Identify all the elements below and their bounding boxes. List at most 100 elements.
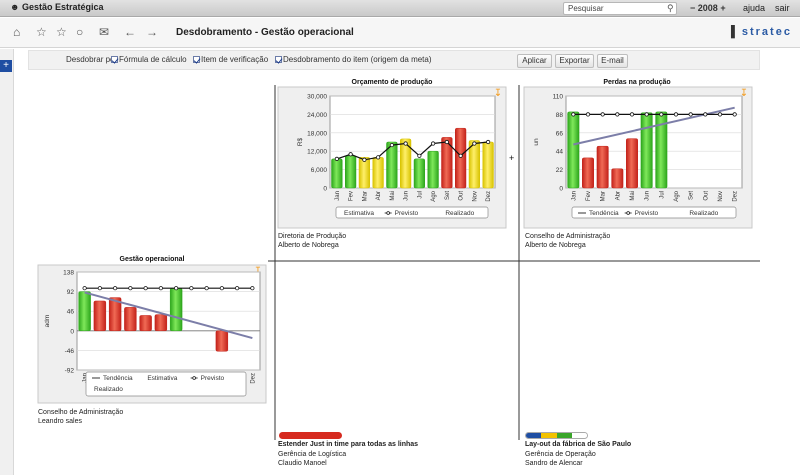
export-button[interactable]: Exportar — [555, 54, 594, 68]
y-tick-label: 92 — [67, 289, 75, 296]
bar-jun — [400, 138, 412, 189]
forecast-point — [600, 112, 605, 117]
forecast-point — [472, 141, 477, 146]
x-tick-label: Jan — [571, 191, 577, 201]
forecast-point — [458, 153, 463, 158]
apply-button[interactable]: Aplicar — [517, 54, 552, 68]
forecast-point — [250, 286, 255, 291]
search-icon[interactable]: ⚲ — [667, 3, 674, 13]
chart-orcamento[interactable]: Orçamento de produção ↧ 30,000 24,000 18,000… — [277, 79, 507, 229]
help-link[interactable]: ajuda — [743, 3, 766, 13]
checkbox-checked[interactable] — [193, 56, 200, 63]
forecast-point — [629, 112, 635, 117]
x-tick-label: Jun — [645, 191, 651, 201]
x-tick-label: Abr — [376, 191, 382, 200]
x-tick-label: Dez — [486, 191, 492, 202]
y-tick-label: -46 — [65, 348, 75, 355]
bar-jul — [655, 111, 668, 189]
x-tick-label: Mai — [390, 191, 396, 201]
exit-link[interactable]: sair — [775, 3, 790, 13]
x-tick-label: Set — [689, 191, 695, 200]
bar-jan — [567, 111, 580, 189]
forecast-point — [644, 112, 649, 117]
just-in-time-title[interactable]: Estender Just in time para todas as linh… — [278, 441, 419, 448]
forecast-point — [376, 155, 381, 160]
checkbox-checked[interactable] — [275, 56, 282, 63]
search-input[interactable]: Pesquisar — [563, 2, 677, 15]
bar-abr — [124, 307, 137, 332]
x-tick-label: Fev — [586, 191, 592, 201]
bar-mai — [626, 138, 638, 189]
legend-item: Realizado — [689, 210, 718, 217]
gestao-person: Leandro sales — [38, 418, 82, 425]
checkbox-checked[interactable] — [111, 56, 118, 63]
gestao-owner: Conselho de Administração — [38, 409, 124, 416]
expand-panel-button[interactable]: + — [0, 60, 12, 72]
forecast-point — [82, 286, 87, 291]
x-tick-label: Mai — [630, 191, 636, 201]
forecast-point — [235, 286, 240, 291]
legend-box — [85, 371, 247, 397]
arrow-left-icon[interactable]: ← — [124, 25, 136, 39]
bar-abr — [611, 168, 624, 189]
x-tick-label: Ago — [431, 190, 437, 201]
connector-plus: + — [509, 153, 514, 163]
y-tick-label: 110 — [553, 94, 564, 101]
x-tick-label: Mar — [362, 191, 368, 201]
check-item-breakdown[interactable]: Desdobramento do item (origem da meta) — [275, 55, 432, 64]
chart-perdas[interactable]: Perdas na produção ↧ 110 88 66 44 22 0 un Jan Fev M… — [523, 79, 753, 229]
bar-abr — [372, 157, 384, 189]
x-tick-label: Dez — [733, 191, 739, 202]
app-title: ☻ Gestão Estratégica — [10, 2, 104, 12]
bar-fev — [345, 155, 357, 189]
email-button[interactable]: E-mail — [597, 54, 628, 68]
legend-item: Previsto — [635, 210, 659, 217]
legend-item: Realizado — [94, 386, 123, 393]
y-axis-label: adm — [44, 315, 51, 328]
left-panel-strip — [0, 49, 14, 475]
drill-arrow-icon: ↧ — [494, 88, 502, 99]
bar-mai — [139, 315, 152, 332]
forecast-point — [158, 286, 163, 291]
bar-jun — [640, 112, 653, 189]
bar-mar — [358, 157, 370, 189]
top-bar: ☻ Gestão Estratégica Pesquisar ⚲ − 2008 … — [0, 0, 800, 17]
forecast-point — [417, 153, 422, 158]
arrow-right-icon[interactable]: → — [146, 25, 158, 39]
check-verification-item[interactable]: Item de verificação — [193, 55, 268, 64]
drill-arrow-icon: ↧ — [740, 88, 748, 99]
page-title: Desdobramento - Gestão operacional — [176, 27, 354, 38]
y-tick-label: -92 — [65, 368, 75, 375]
forecast-point — [659, 112, 664, 117]
chart-gestao[interactable]: Gestão operacional↧13892460-46-92admJanF… — [37, 256, 267, 404]
comment-icon[interactable]: ○ — [76, 25, 84, 39]
star-outline-icon[interactable]: ☆ — [36, 25, 47, 39]
home-icon[interactable]: ⌂ — [13, 25, 21, 39]
bar-out — [215, 330, 229, 352]
bar-dez — [482, 141, 494, 189]
year-label: 2008 — [697, 3, 718, 13]
forecast-point — [348, 152, 353, 157]
orcamento-owner: Diretoria de Produção — [278, 233, 347, 240]
forecast-line — [336, 141, 489, 161]
forecast-point — [403, 141, 408, 146]
bar-nov — [468, 140, 480, 189]
forecast-point — [732, 112, 737, 117]
bar-jun — [154, 314, 168, 332]
check-formula[interactable]: Fórmula de cálculo — [111, 55, 187, 64]
bar-ago — [427, 150, 439, 189]
star-icon[interactable]: ☆ — [56, 25, 67, 39]
bar-jul — [413, 158, 425, 189]
bar-jan — [331, 158, 343, 189]
layout-title[interactable]: Lay-out da fábrica de São Paulo — [525, 441, 632, 448]
legend-item: Estimativa — [344, 210, 374, 217]
legend-item: Previsto — [201, 375, 225, 382]
options-bar: Desdobrar por Fórmula de cálculo Item de… — [28, 50, 760, 70]
y-tick-label: 0 — [70, 328, 74, 335]
x-tick-label: Jul — [417, 191, 423, 199]
mail-icon[interactable]: ✉ — [99, 25, 110, 39]
year-prev-button[interactable]: − — [690, 3, 696, 13]
forecast-point — [362, 157, 367, 162]
year-next-button[interactable]: + — [720, 3, 726, 13]
